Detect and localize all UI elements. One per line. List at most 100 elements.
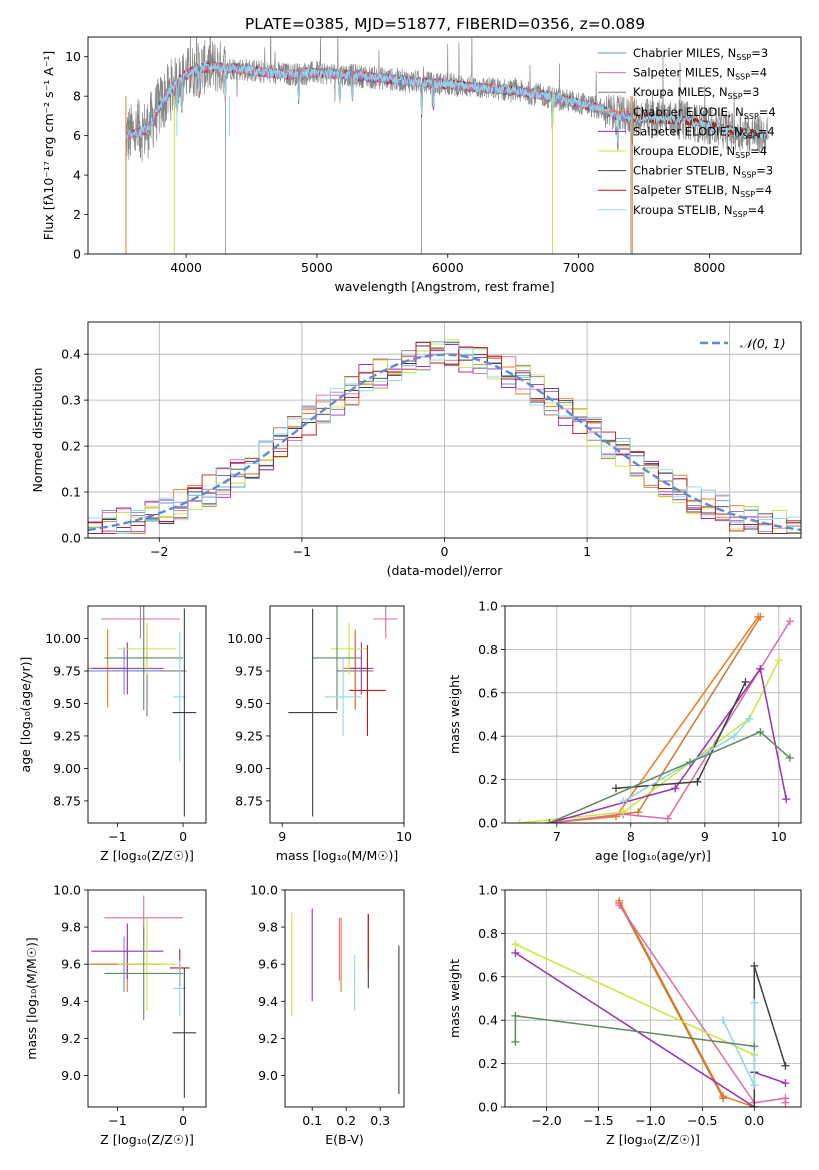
errorbar-point bbox=[91, 642, 164, 695]
y-tick-label: 0.2 bbox=[478, 772, 498, 787]
series-marker bbox=[750, 1081, 759, 1090]
residuals-legend: 𝒩(0, 1) bbox=[700, 336, 786, 351]
errorbar-point bbox=[117, 917, 177, 1011]
legend-label: Salpeter STELIB, NSSP=4 bbox=[633, 183, 772, 199]
x-tick-label: −1 bbox=[108, 829, 126, 844]
axes-frame bbox=[269, 605, 405, 824]
series-marker bbox=[663, 814, 672, 823]
x-tick-label: −2 bbox=[150, 544, 168, 559]
y-axis-label: age [log₁₀(age/yr)] bbox=[18, 657, 33, 773]
y-tick-label: 10.00 bbox=[45, 631, 81, 646]
errorbar-point bbox=[330, 622, 368, 675]
x-tick-label: 0.3 bbox=[370, 1113, 390, 1128]
chart-mass_vs_Z: −1 0 9.0 9.2 9.4 9.6 9.8 10.0 Z [log₁₀(Z/Z☉)] mas… bbox=[24, 883, 207, 1147]
y-axis-label: Normed distribution bbox=[30, 368, 45, 493]
series-marker bbox=[634, 808, 643, 817]
x-axis-label: age [log₁₀(age/yr)] bbox=[595, 848, 711, 863]
figure-title: PLATE=0385, MJD=51877, FIBERID=0356, z=0… bbox=[245, 15, 645, 33]
x-tick-label: 0.2 bbox=[336, 1113, 356, 1128]
legend-label: Kroupa ELODIE, NSSP=4 bbox=[633, 144, 767, 160]
y-tick-label: 0.3 bbox=[61, 393, 81, 408]
y-tick-label: 10 bbox=[65, 49, 81, 64]
axes-frame bbox=[504, 605, 802, 824]
y-tick-label: 0.2 bbox=[478, 1056, 498, 1071]
series-marker bbox=[750, 998, 759, 1007]
series-marker bbox=[612, 784, 620, 793]
plot-area-mass_vs_EBV bbox=[291, 908, 400, 1095]
errorbar-point bbox=[88, 647, 161, 695]
series-marker bbox=[750, 1103, 759, 1107]
y-tick-label: 0.6 bbox=[478, 969, 498, 984]
errorbar-point bbox=[312, 606, 362, 710]
series-marker bbox=[511, 1011, 520, 1020]
y-tick-label: 9.4 bbox=[258, 994, 278, 1009]
x-axis-label: (data-model)/error bbox=[387, 563, 504, 578]
y-axis-label: mass [log₁₀(M/M☉)] bbox=[24, 937, 39, 1059]
x-tick-label: −1.0 bbox=[635, 1113, 665, 1128]
errorbar-point bbox=[373, 606, 398, 639]
y-tick-label: 0.0 bbox=[61, 531, 81, 546]
errorbar-point bbox=[288, 608, 337, 817]
series-marker bbox=[756, 664, 765, 673]
x-tick-label: 2 bbox=[726, 544, 734, 559]
y-tick-label: 9.6 bbox=[258, 957, 278, 972]
x-tick-label: 0 bbox=[179, 829, 187, 844]
y-tick-label: 9.25 bbox=[235, 728, 263, 743]
chart-spectrum: 4000 5000 6000 7000 8000 0 2 4 6 8 10 wavelength [A… bbox=[41, 36, 802, 294]
series-line bbox=[618, 902, 724, 1099]
y-axis-label: mass weight bbox=[447, 959, 462, 1038]
errorbar-point bbox=[117, 622, 177, 675]
series-marker bbox=[756, 727, 765, 736]
series-marker bbox=[719, 1094, 728, 1103]
y-tick-label: 10.0 bbox=[250, 883, 278, 898]
y-tick-label: 9.00 bbox=[53, 761, 81, 776]
normal-distribution-line bbox=[88, 353, 801, 532]
axes-frame bbox=[87, 605, 207, 824]
series-marker bbox=[741, 677, 750, 686]
series-marker bbox=[774, 656, 783, 665]
plot-area-spectrum bbox=[125, 37, 769, 254]
y-tick-label: 0.2 bbox=[61, 439, 81, 454]
x-axis-label: E(B-V) bbox=[325, 1132, 364, 1147]
series-line bbox=[519, 659, 780, 823]
y-tick-label: 1.0 bbox=[478, 599, 498, 614]
y-tick-label: 9.2 bbox=[61, 1031, 81, 1046]
y-tick-label: 0 bbox=[73, 247, 81, 262]
y-tick-label: 9.8 bbox=[258, 920, 278, 935]
plot-area-age_vs_mass bbox=[288, 606, 398, 817]
series-marker bbox=[750, 961, 759, 970]
y-tick-label: 1.0 bbox=[478, 883, 498, 898]
chart-massweight_vs_Z: −2.0 −1.5 −1.0 −0.5 0.0 0.0 0.2 0.4 0.6 0.8 1.0 Z [… bbox=[447, 883, 802, 1147]
x-tick-label: −2.0 bbox=[531, 1113, 561, 1128]
series-line bbox=[549, 620, 791, 823]
y-axis-label: mass weight bbox=[447, 675, 462, 754]
errorbar-point bbox=[172, 608, 197, 817]
errorbar-point bbox=[349, 642, 374, 695]
series-marker bbox=[612, 812, 620, 821]
x-axis-label: Z [log₁₀(Z/Z☉)] bbox=[606, 1132, 700, 1147]
y-tick-label: 0.4 bbox=[478, 729, 498, 744]
x-tick-label: 7000 bbox=[563, 260, 595, 275]
series-marker bbox=[782, 795, 791, 804]
legend-label: Chabrier STELIB, NSSP=3 bbox=[633, 164, 773, 180]
series-marker bbox=[619, 808, 628, 817]
series-line bbox=[515, 943, 755, 1056]
series-marker bbox=[686, 758, 694, 767]
x-tick-label: 7 bbox=[553, 829, 561, 844]
x-tick-label: 0 bbox=[441, 544, 449, 559]
x-tick-label: 8000 bbox=[694, 260, 726, 275]
chart-mass_vs_EBV: 0.1 0.2 0.3 9.0 9.2 9.4 9.6 9.8 10.0 E(B-V) bbox=[250, 883, 405, 1147]
y-tick-label: 9.50 bbox=[235, 696, 263, 711]
y-tick-label: 9.75 bbox=[53, 663, 81, 678]
x-tick-label: 10 bbox=[771, 829, 787, 844]
model-line-kroupa_stelib bbox=[125, 61, 769, 144]
series-line bbox=[549, 731, 791, 823]
x-tick-label: 9 bbox=[701, 829, 709, 844]
y-tick-label: 4 bbox=[73, 168, 81, 183]
y-tick-label: 9.8 bbox=[61, 920, 81, 935]
x-axis-label: mass [log₁₀(M/M☉)] bbox=[276, 848, 398, 863]
series-marker bbox=[785, 753, 794, 762]
y-tick-label: 0.1 bbox=[61, 485, 81, 500]
chart-residuals: −2 −1 0 1 2 0.0 0.1 0.2 0.3 0.4 (data-model)/error… bbox=[30, 321, 802, 578]
